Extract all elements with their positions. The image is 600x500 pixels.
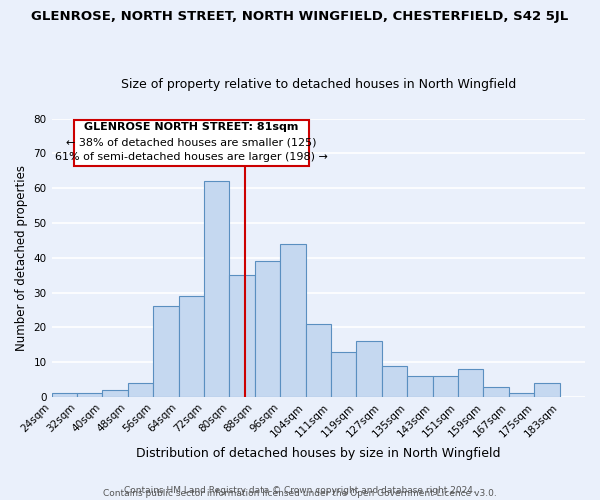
X-axis label: Distribution of detached houses by size in North Wingfield: Distribution of detached houses by size … <box>136 447 500 460</box>
Bar <box>280 244 305 397</box>
Bar <box>458 369 484 397</box>
Text: 61% of semi-detached houses are larger (198) →: 61% of semi-detached houses are larger (… <box>55 152 328 162</box>
Text: ← 38% of detached houses are smaller (125): ← 38% of detached houses are smaller (12… <box>66 137 317 147</box>
Bar <box>305 324 331 397</box>
Bar <box>52 394 77 397</box>
Y-axis label: Number of detached properties: Number of detached properties <box>15 165 28 351</box>
Bar <box>407 376 433 397</box>
Title: Size of property relative to detached houses in North Wingfield: Size of property relative to detached ho… <box>121 78 516 91</box>
Bar <box>229 275 255 397</box>
Text: GLENROSE NORTH STREET: 81sqm: GLENROSE NORTH STREET: 81sqm <box>84 122 298 132</box>
Bar <box>179 296 204 397</box>
Bar <box>509 394 534 397</box>
Bar <box>331 352 356 397</box>
Text: Contains public sector information licensed under the Open Government Licence v3: Contains public sector information licen… <box>103 488 497 498</box>
Text: GLENROSE, NORTH STREET, NORTH WINGFIELD, CHESTERFIELD, S42 5JL: GLENROSE, NORTH STREET, NORTH WINGFIELD,… <box>31 10 569 23</box>
Bar <box>128 383 153 397</box>
Bar <box>534 383 560 397</box>
Bar <box>433 376 458 397</box>
FancyBboxPatch shape <box>74 120 309 166</box>
Bar <box>484 386 509 397</box>
Bar <box>255 261 280 397</box>
Bar <box>77 394 103 397</box>
Bar <box>103 390 128 397</box>
Bar <box>356 342 382 397</box>
Bar <box>382 366 407 397</box>
Bar <box>204 181 229 397</box>
Text: Contains HM Land Registry data © Crown copyright and database right 2024.: Contains HM Land Registry data © Crown c… <box>124 486 476 495</box>
Bar <box>153 306 179 397</box>
